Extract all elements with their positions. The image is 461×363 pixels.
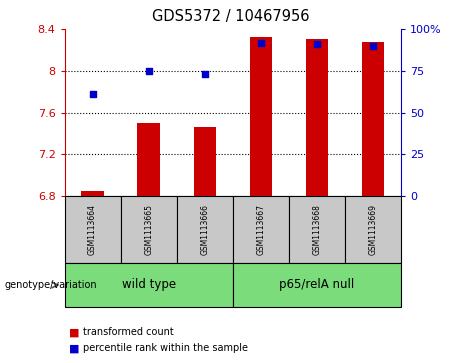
Text: genotype/variation: genotype/variation	[5, 280, 97, 290]
Text: GDS5372 / 10467956: GDS5372 / 10467956	[152, 9, 309, 24]
Bar	[250, 37, 272, 196]
Bar	[82, 191, 104, 196]
Point	[89, 91, 96, 97]
Point	[257, 40, 265, 45]
Text: GSM1113668: GSM1113668	[313, 204, 321, 255]
Bar	[362, 42, 384, 196]
Text: GSM1113665: GSM1113665	[144, 204, 153, 255]
Text: p65/relA null: p65/relA null	[279, 278, 355, 291]
Text: ■: ■	[69, 343, 80, 354]
Point	[369, 43, 377, 49]
Bar	[194, 127, 216, 196]
Point	[313, 41, 321, 46]
Text: wild type: wild type	[122, 278, 176, 291]
Point	[201, 71, 208, 77]
Bar	[137, 123, 160, 196]
Text: GSM1113667: GSM1113667	[256, 204, 266, 255]
Text: ■: ■	[69, 327, 80, 337]
Text: GSM1113664: GSM1113664	[88, 204, 97, 255]
Point	[145, 68, 152, 74]
Text: percentile rank within the sample: percentile rank within the sample	[83, 343, 248, 354]
Bar	[306, 40, 328, 196]
Text: transformed count: transformed count	[83, 327, 174, 337]
Text: GSM1113666: GSM1113666	[200, 204, 209, 255]
Text: GSM1113669: GSM1113669	[368, 204, 378, 255]
